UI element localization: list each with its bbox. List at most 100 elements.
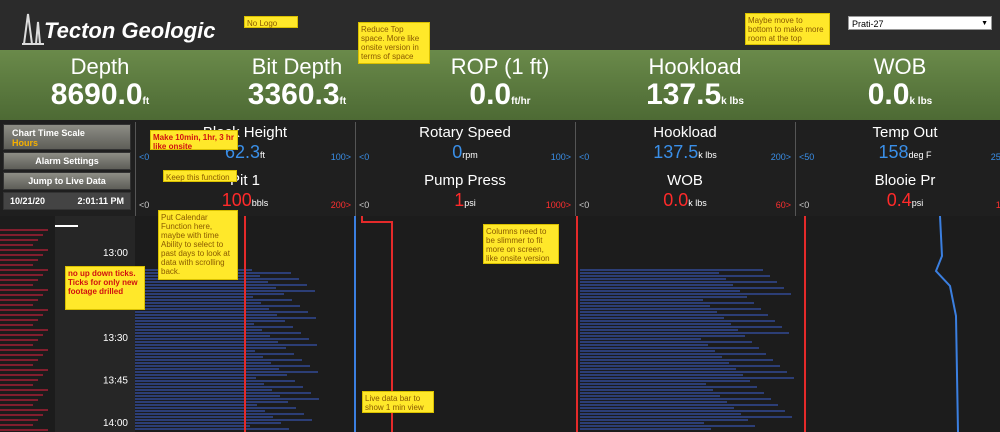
gauge-min: <0 [139,200,150,210]
metric-value: 3360.3 [247,78,340,111]
time-scale-button[interactable]: Chart Time Scale Hours [3,124,131,150]
sticky-note: Make 10min, 1hr, 3 hr like onsite [150,130,238,151]
metric-label: WOB [873,54,927,79]
alarm-button[interactable]: Alarm Settings [3,152,131,170]
temp-trace [934,216,959,432]
gauge-value-box: 137.5k lbs [575,142,795,163]
gauge-min: <50 [799,152,815,162]
column-divider [575,122,576,216]
gauge: Rotary Speed 0rpm <0 100> [355,122,575,168]
logo: Tecton Geologic [44,18,216,43]
gauge-min: <0 [799,200,810,210]
gauge-label: Pump Press [424,172,506,189]
metric-unit: k lbs [909,96,933,107]
gauge-max: 100> [330,152,351,162]
gauge-value-box: 158deg F [795,142,1000,163]
metric-value-box: 3360.3ft [197,78,397,112]
gauge-value-box: 100bbls [135,190,355,211]
metric-value: 0.0 [469,78,512,111]
dropdown-arrow: ▼ [981,20,988,27]
gauge-max: 10> [995,200,1000,210]
gauge-max: 250> [990,152,1000,162]
metric-value: 0.0 [867,78,910,111]
time-column [55,216,135,432]
gauge: Blooie Pr0.4psi<010> [795,170,1000,216]
gauge-value-box: 0.4psi [795,190,1000,211]
metric-value-box: 0.0ft/hr [400,78,600,112]
gauge-value: 0.0 [663,190,689,210]
time-label: 13:00 [103,248,128,259]
sticky-note: Keep this function [163,170,237,182]
gauge-min: <0 [579,152,590,162]
gauge-label: Pit 1 [229,172,260,189]
gauge-value: 0.4 [886,190,912,210]
column-divider [135,122,136,216]
top-bar [0,0,1000,50]
gauge-unit: bbls [251,198,269,208]
jump-button[interactable]: Jump to Live Data [3,172,131,190]
gauge-unit: psi [911,198,924,208]
gauge-min: <0 [359,200,370,210]
time-scale-label: Chart Time Scale [12,128,85,138]
metric-value-box: 137.5k lbs [595,78,795,112]
gauge-min: <0 [579,200,590,210]
gauge-label: Rotary Speed [419,124,511,141]
gauge-unit: k lbs [698,150,717,160]
gauge-label: WOB [667,172,703,189]
metric-label: Hookload [648,54,742,79]
gauge-min: <0 [359,152,370,162]
sticky-note: Columns need to be slimmer to fit more o… [483,224,559,264]
datetime-box[interactable]: 10/21/20 2:01:11 PM [3,192,131,210]
well-dropdown[interactable]: Prati-27 ▼ [848,16,992,30]
gauge-label: Blooie Pr [874,172,936,189]
gauge-value-box: 1psi [355,190,575,211]
sticky-note: No Logo [244,16,298,28]
gauge-unit: deg F [908,150,932,160]
gauge-value-box: 0rpm [355,142,575,163]
metric-label: ROP (1 ft) [450,54,550,79]
logo-icon [22,13,44,45]
metric-label: Depth [70,54,130,79]
metric-label: Bit Depth [251,54,343,79]
gauge-max: 60> [775,200,791,210]
pump-trace [361,216,393,432]
gauge-unit: ft [260,150,266,160]
time: 2:01:11 PM [77,196,124,206]
gauge-label: Temp Out [872,124,938,141]
column-divider [355,122,356,216]
sticky-note: Live data bar to show 1 min view [362,391,434,413]
gauge-unit: psi [464,198,476,208]
metric-unit: ft [339,96,347,107]
metric-value-box: 8690.0ft [0,78,200,112]
gauge: Pump Press 1psi <0 1000> [355,170,575,216]
time-label: 14:00 [103,418,128,429]
gauge-max: 200> [770,152,791,162]
sticky-note: Put Calendar Function here, maybe with t… [158,210,238,280]
gauge-value: 158 [878,142,909,162]
time-label: 13:45 [103,376,128,387]
gauge-unit: k lbs [688,198,707,208]
time-label: 13:30 [103,333,128,344]
gauge-label: Hookload [653,124,717,141]
gauge-max: 100> [550,152,571,162]
metrics-band [0,50,1000,120]
gauge-value: 1 [454,190,465,210]
date: 10/21/20 [10,196,46,206]
gauge-max: 200> [330,200,351,210]
column-divider [795,122,796,216]
sticky-note: no up down ticks. Ticks for only new foo… [65,266,145,310]
gauge: Hookload 137.5k lbs <0 200> [575,122,795,168]
gauge-value: 0 [452,142,463,162]
metric-value-box: 0.0k lbs [800,78,1000,112]
metric-unit: ft/hr [511,96,531,107]
gauge: WOB 0.0k lbs <0 60> [575,170,795,216]
sticky-note: Reduce Top space. More like onsite versi… [358,22,430,64]
gauge-max: 1000> [545,200,571,210]
well-select[interactable]: Prati-27 [852,19,884,29]
sticky-note: Maybe move to bottom to make more room a… [745,13,830,45]
gauge-value-box: 0.0k lbs [575,190,795,211]
gauge-min: <0 [139,152,150,162]
gauge-value: 137.5 [653,142,699,162]
